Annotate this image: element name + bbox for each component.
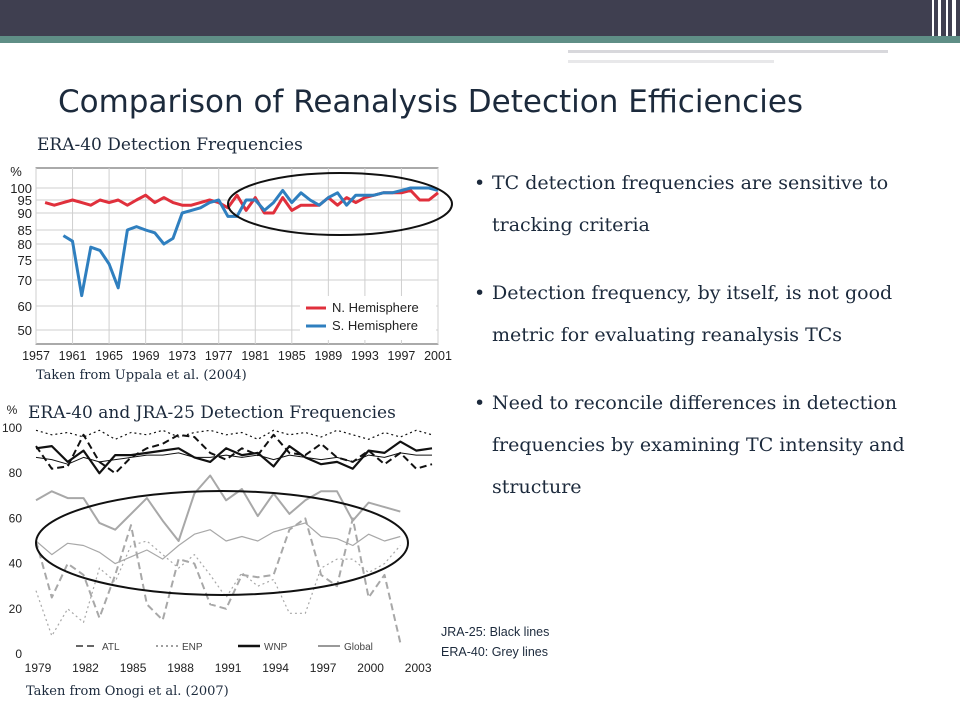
x-tick-label: 1979 xyxy=(25,661,52,675)
legend-label: S. Hemisphere xyxy=(332,318,418,333)
header-bar xyxy=(0,0,960,36)
x-tick-label: 2000 xyxy=(357,661,384,675)
x-tick-label: 1991 xyxy=(215,661,242,675)
jra25-note: JRA-25: Black lines xyxy=(441,625,550,639)
series-line-era-40-wnp xyxy=(35,474,401,542)
legend-label: WNP xyxy=(264,642,288,653)
highlight-ellipse xyxy=(227,172,453,236)
series-line-jra-25-global xyxy=(35,452,432,465)
figure1-source: Taken from Uppala et al. (2004) xyxy=(36,368,247,383)
legend-box xyxy=(300,296,436,340)
y-tick-label: 100 xyxy=(10,181,32,196)
y-tick-label: 60 xyxy=(9,511,23,525)
figure1-caption: ERA-40 Detection Frequencies xyxy=(37,135,303,155)
y-axis-unit: % xyxy=(10,164,22,179)
y-tick-label: 100 xyxy=(2,421,22,435)
era40-note: ERA-40: Grey lines xyxy=(441,645,548,659)
slide-title: Comparison of Reanalysis Detection Effic… xyxy=(58,84,804,120)
header-stripes-decoration xyxy=(932,0,956,36)
bullet-text: Need to reconcile differences in detecti… xyxy=(492,392,905,498)
header-accent-line xyxy=(0,36,960,43)
x-tick-label: 1977 xyxy=(205,349,233,363)
era40-jra25-detection-chart: % 0 20 40 60 80 100 1979 1982 1985 1988 1991 1994 199… xyxy=(2,403,433,675)
header-accent-stroke xyxy=(568,50,888,53)
series-line-s-hemisphere xyxy=(62,186,439,298)
y-tick-label: 80 xyxy=(18,237,32,252)
legend-label: Global xyxy=(344,642,373,653)
bullet-icon: • xyxy=(474,282,486,304)
bullet-icon: • xyxy=(474,392,486,414)
bullet-item: • Detection frequency, by itself, is not… xyxy=(474,272,944,356)
y-tick-label: 90 xyxy=(18,206,32,221)
legend-label: ATL xyxy=(102,642,120,653)
highlight-ellipse xyxy=(35,490,409,596)
bullet-text: TC detection frequencies are sensitive t… xyxy=(492,172,889,236)
x-tick-label: 1985 xyxy=(278,349,306,363)
bullet-item: • Need to reconcile differences in detec… xyxy=(474,382,944,508)
y-tick-label: 20 xyxy=(9,602,23,616)
y-tick-label: 75 xyxy=(18,253,32,268)
x-tick-label: 2003 xyxy=(405,661,432,675)
legend-label: N. Hemisphere xyxy=(332,300,419,315)
x-tick-label: 1988 xyxy=(167,661,194,675)
y-axis-unit: % xyxy=(7,403,18,417)
x-tick-label: 1961 xyxy=(59,349,87,363)
series-line-era-40-global xyxy=(35,522,401,565)
x-tick-label: 1981 xyxy=(241,349,269,363)
y-tick-label: 0 xyxy=(15,647,22,661)
x-tick-label: 1997 xyxy=(388,349,416,363)
x-tick-label: 1993 xyxy=(351,349,379,363)
bullet-list: • TC detection frequencies are sensitive… xyxy=(474,162,944,534)
x-tick-label: 1957 xyxy=(22,349,50,363)
series-line-jra-25-wnp xyxy=(35,440,433,475)
x-tick-label: 1985 xyxy=(120,661,147,675)
y-tick-label: 80 xyxy=(9,466,23,480)
bullet-text: Detection frequency, by itself, is not g… xyxy=(492,282,893,346)
figure2-caption: ERA-40 and JRA-25 Detection Frequencies xyxy=(28,403,396,423)
y-tick-label: 40 xyxy=(9,557,23,571)
x-tick-label: 1997 xyxy=(310,661,337,675)
series-line-jra-25-atl xyxy=(35,433,433,475)
header-accent-stroke xyxy=(568,60,774,63)
x-tick-label: 1982 xyxy=(72,661,99,675)
x-tick-label: 1973 xyxy=(168,349,196,363)
bullet-icon: • xyxy=(474,172,486,194)
legend-label: ENP xyxy=(182,642,203,653)
y-tick-label: 85 xyxy=(18,223,32,238)
line-key-note: JRA-25: Black lines ERA-40: Grey lines xyxy=(441,622,549,662)
x-tick-label: 2001 xyxy=(424,349,452,363)
x-tick-label: 1969 xyxy=(132,349,160,363)
y-tick-label: 70 xyxy=(18,273,32,288)
series-line-era-40-atl xyxy=(35,517,402,643)
series-line-era-40-enp xyxy=(35,540,401,637)
bullet-item: • TC detection frequencies are sensitive… xyxy=(474,162,944,246)
figure2-source: Taken from Onogi et al. (2007) xyxy=(26,684,229,699)
y-tick-label: 95 xyxy=(18,193,32,208)
x-tick-label: 1965 xyxy=(95,349,123,363)
y-tick-label: 60 xyxy=(18,299,32,314)
x-tick-label: 1989 xyxy=(314,349,342,363)
y-tick-label: 50 xyxy=(18,323,32,338)
series-line-jra-25-enp xyxy=(35,429,433,440)
x-tick-label: 1994 xyxy=(262,661,289,675)
